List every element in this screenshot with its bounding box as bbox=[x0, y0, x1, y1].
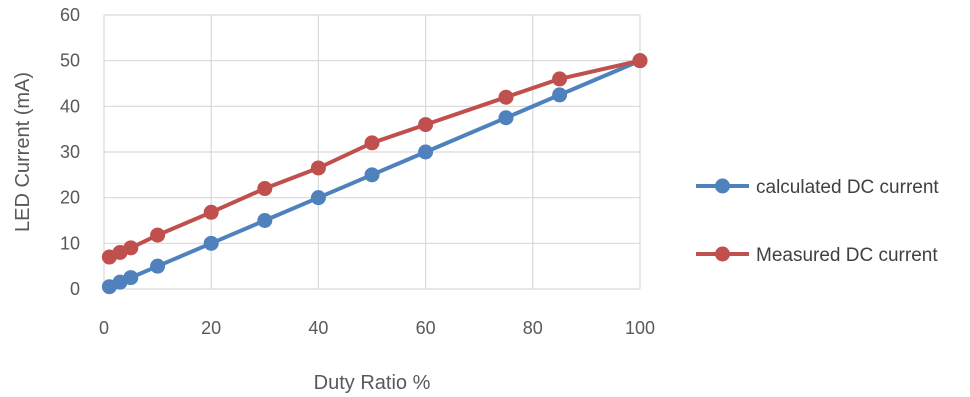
y-tick-label: 0 bbox=[70, 279, 80, 299]
data-point bbox=[498, 89, 514, 105]
data-point bbox=[552, 71, 568, 87]
y-tick-label: 30 bbox=[60, 142, 80, 162]
grid-lines bbox=[103, 14, 641, 290]
data-point bbox=[364, 167, 380, 183]
x-tick-label: 20 bbox=[201, 318, 221, 338]
y-tick-label: 40 bbox=[60, 96, 80, 116]
series-lines bbox=[101, 53, 648, 295]
legend-marker-1 bbox=[715, 178, 730, 194]
data-point bbox=[203, 204, 219, 220]
data-point bbox=[552, 87, 568, 103]
data-point bbox=[418, 144, 434, 160]
legend-label-1: calculated DC current bbox=[756, 177, 939, 198]
data-point bbox=[310, 160, 326, 176]
y-axis-title: LED Current (mA) bbox=[12, 72, 34, 232]
data-point bbox=[150, 258, 166, 274]
legend: calculated DC current Measured DC current bbox=[696, 177, 939, 266]
legend-marker-2 bbox=[715, 246, 730, 262]
data-point bbox=[632, 53, 648, 69]
data-point bbox=[123, 240, 139, 256]
y-tick-label: 60 bbox=[60, 5, 80, 25]
data-point bbox=[310, 190, 326, 206]
x-tick-label: 0 bbox=[99, 318, 109, 338]
data-point bbox=[364, 135, 380, 151]
data-point bbox=[257, 213, 273, 228]
x-tick-label: 100 bbox=[625, 318, 655, 338]
x-tick-label: 80 bbox=[523, 318, 543, 338]
data-point bbox=[498, 110, 514, 126]
data-point bbox=[203, 235, 219, 251]
data-point bbox=[150, 227, 166, 243]
data-point bbox=[123, 270, 139, 286]
data-point bbox=[257, 181, 273, 197]
y-tick-label: 20 bbox=[60, 188, 80, 208]
x-axis-title: Duty Ratio % bbox=[314, 372, 431, 394]
y-tick-label: 10 bbox=[60, 233, 80, 253]
x-tick-label: 40 bbox=[308, 318, 328, 338]
legend-label-2: Measured DC current bbox=[756, 245, 938, 266]
data-point bbox=[418, 117, 434, 133]
x-tick-label: 60 bbox=[416, 318, 436, 338]
axis-ticks: 0 10 20 30 40 50 60 0 20 40 60 80 100 bbox=[60, 5, 655, 338]
y-tick-label: 50 bbox=[60, 51, 80, 71]
